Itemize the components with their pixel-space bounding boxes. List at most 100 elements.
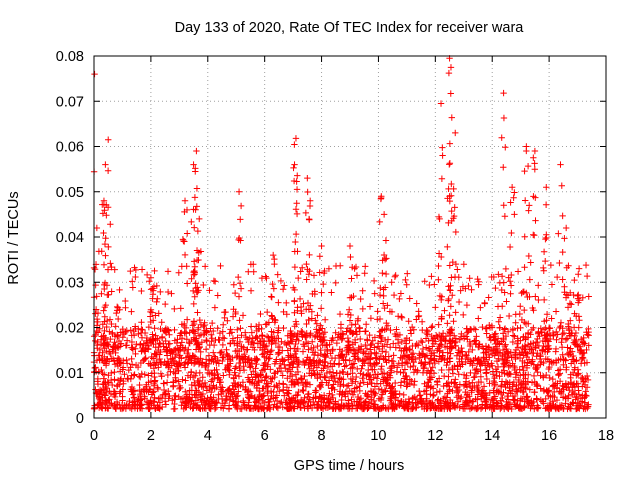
data-point xyxy=(165,388,172,395)
data-point xyxy=(291,297,298,304)
data-point xyxy=(527,259,534,266)
data-point xyxy=(388,279,395,286)
data-point xyxy=(530,232,538,239)
data-point xyxy=(188,369,195,376)
data-point xyxy=(320,280,327,288)
data-point xyxy=(517,381,524,388)
data-point xyxy=(540,296,548,304)
data-point xyxy=(531,160,538,167)
data-point xyxy=(359,305,366,313)
data-point xyxy=(208,388,215,396)
data-point xyxy=(100,197,108,204)
data-point xyxy=(429,399,436,406)
data-point xyxy=(129,399,136,406)
data-point xyxy=(91,70,98,78)
data-point xyxy=(500,114,508,122)
data-point xyxy=(294,332,301,340)
data-point xyxy=(431,359,438,367)
data-point xyxy=(391,379,399,387)
data-point xyxy=(495,388,503,395)
data-point xyxy=(291,331,298,338)
data-point xyxy=(235,188,243,195)
data-point xyxy=(137,390,144,398)
data-point xyxy=(136,397,144,404)
data-point xyxy=(367,315,375,322)
data-point xyxy=(245,399,252,406)
data-point xyxy=(93,315,101,323)
data-point xyxy=(269,280,276,288)
data-point xyxy=(156,355,163,363)
data-point xyxy=(407,327,414,334)
data-point xyxy=(248,392,256,400)
data-point xyxy=(128,361,136,368)
data-point xyxy=(398,313,405,320)
data-point xyxy=(185,358,192,366)
data-point xyxy=(435,358,443,365)
data-point xyxy=(138,266,146,273)
data-point xyxy=(195,389,202,396)
data-point xyxy=(428,324,435,331)
data-point xyxy=(583,346,590,354)
data-point xyxy=(445,373,452,380)
data-point xyxy=(399,355,406,363)
data-point xyxy=(211,405,219,413)
data-point xyxy=(278,338,285,345)
data-point xyxy=(575,324,582,331)
data-point xyxy=(98,404,105,411)
data-point xyxy=(445,297,452,304)
data-point xyxy=(438,296,445,304)
data-point xyxy=(305,346,312,353)
data-point xyxy=(151,369,158,377)
data-point xyxy=(287,334,295,341)
data-point xyxy=(316,269,323,276)
data-point xyxy=(266,351,274,358)
data-point xyxy=(216,329,224,337)
data-point xyxy=(440,382,447,390)
data-point xyxy=(205,352,213,359)
data-point xyxy=(257,310,264,318)
data-point xyxy=(534,382,541,389)
data-point xyxy=(466,275,473,282)
data-point xyxy=(471,373,478,381)
data-point xyxy=(295,274,302,282)
data-point xyxy=(571,366,578,373)
data-point xyxy=(101,386,109,394)
data-point xyxy=(104,266,112,273)
data-point xyxy=(544,356,551,363)
data-point xyxy=(131,264,138,271)
data-point xyxy=(559,276,566,283)
data-point xyxy=(447,343,455,350)
data-point xyxy=(484,360,491,367)
data-point xyxy=(425,379,432,386)
data-point xyxy=(532,217,539,224)
data-point xyxy=(127,327,134,334)
data-point xyxy=(303,320,310,328)
data-point xyxy=(98,333,105,340)
data-point xyxy=(295,388,302,396)
data-point xyxy=(321,316,329,323)
data-point xyxy=(498,134,505,141)
data-point xyxy=(193,404,200,411)
data-point xyxy=(564,350,572,357)
data-point xyxy=(234,392,241,399)
data-point xyxy=(188,381,195,389)
data-point xyxy=(447,303,455,310)
data-point xyxy=(332,329,339,336)
data-point xyxy=(190,258,198,265)
data-point xyxy=(406,376,414,383)
data-point xyxy=(115,337,123,345)
data-point xyxy=(451,362,458,370)
data-point xyxy=(527,346,535,353)
data-point xyxy=(431,405,439,412)
data-point xyxy=(288,378,295,386)
data-point xyxy=(486,363,493,371)
data-point xyxy=(131,323,139,330)
data-point xyxy=(534,368,541,376)
data-point xyxy=(183,398,191,406)
data-point xyxy=(364,336,371,343)
data-point xyxy=(260,392,267,400)
data-point xyxy=(457,287,464,294)
data-point xyxy=(451,204,458,211)
data-point xyxy=(149,291,157,298)
data-point xyxy=(500,202,507,209)
